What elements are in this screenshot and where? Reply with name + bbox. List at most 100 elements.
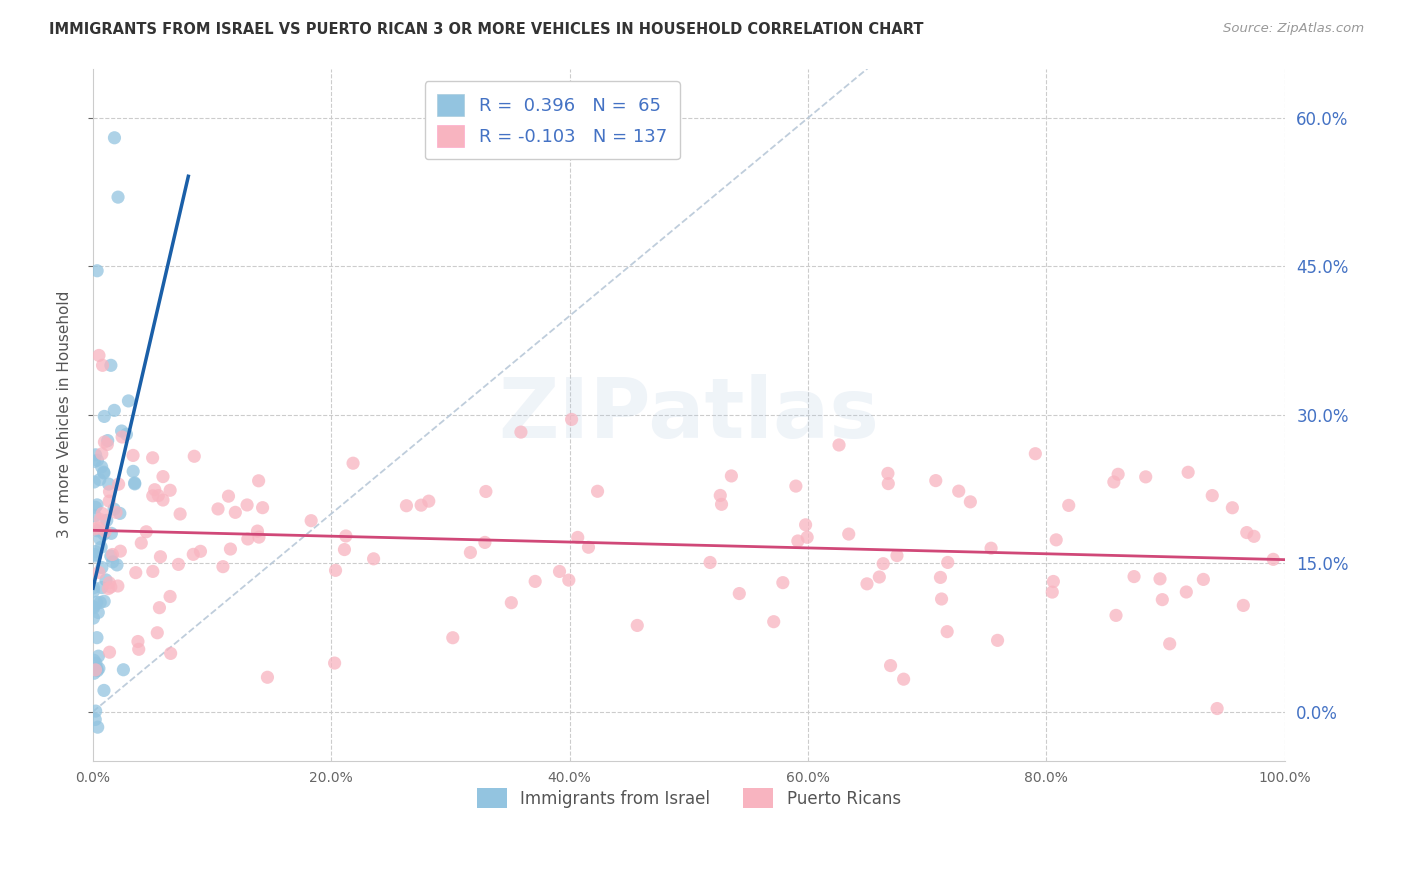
- Point: [84, 663, 107, 677]
- Point: [1206, 701, 1229, 715]
- Point: [728, 586, 751, 600]
- Point: [112, 663, 135, 677]
- Point: [83, 666, 105, 681]
- Point: [100, 526, 122, 541]
- Point: [87, 566, 110, 580]
- Point: [90, 560, 112, 574]
- Point: [868, 570, 890, 584]
- Point: [1135, 470, 1157, 484]
- Point: [1102, 475, 1125, 489]
- Point: [159, 647, 181, 661]
- Point: [224, 505, 246, 519]
- Point: [335, 529, 357, 543]
- Point: [97, 434, 120, 448]
- Point: [84, 448, 107, 462]
- Point: [893, 672, 915, 686]
- Point: [181, 547, 204, 561]
- Point: [152, 493, 174, 508]
- Point: [129, 536, 152, 550]
- Point: [117, 393, 139, 408]
- Point: [98, 484, 121, 499]
- Point: [796, 530, 818, 544]
- Point: [1107, 467, 1129, 482]
- Point: [474, 535, 496, 549]
- Point: [959, 495, 981, 509]
- Point: [190, 544, 212, 558]
- Point: [509, 425, 531, 439]
- Point: [1177, 465, 1199, 479]
- Point: [115, 427, 138, 442]
- Point: [159, 483, 181, 498]
- Point: [872, 557, 894, 571]
- Point: [256, 670, 278, 684]
- Point: [89, 595, 111, 609]
- Point: [207, 502, 229, 516]
- Point: [936, 556, 959, 570]
- Point: [925, 474, 948, 488]
- Point: [97, 477, 120, 491]
- Point: [105, 505, 128, 519]
- Text: Source: ZipAtlas.com: Source: ZipAtlas.com: [1223, 22, 1364, 36]
- Point: [1024, 447, 1046, 461]
- Point: [108, 507, 131, 521]
- Point: [105, 558, 128, 572]
- Point: [762, 615, 785, 629]
- Point: [86, 264, 108, 278]
- Point: [83, 584, 105, 599]
- Point: [219, 542, 242, 557]
- Point: [1159, 637, 1181, 651]
- Point: [122, 449, 145, 463]
- Point: [83, 600, 105, 615]
- Point: [236, 532, 259, 546]
- Point: [1105, 608, 1128, 623]
- Point: [212, 559, 235, 574]
- Point: [103, 130, 125, 145]
- Point: [107, 190, 129, 204]
- Point: [567, 530, 589, 544]
- Point: [886, 549, 908, 563]
- Point: [183, 450, 205, 464]
- Point: [110, 424, 132, 438]
- Point: [159, 590, 181, 604]
- Point: [93, 683, 115, 698]
- Point: [548, 565, 571, 579]
- Point: [98, 645, 121, 659]
- Point: [111, 430, 134, 444]
- Point: [152, 469, 174, 483]
- Point: [1045, 533, 1067, 547]
- Point: [143, 483, 166, 497]
- Point: [96, 513, 118, 527]
- Point: [127, 634, 149, 648]
- Point: [828, 438, 851, 452]
- Point: [252, 500, 274, 515]
- Point: [103, 502, 125, 516]
- Point: [98, 494, 121, 508]
- Point: [135, 524, 157, 539]
- Point: [772, 575, 794, 590]
- Y-axis label: 3 or more Vehicles in Household: 3 or more Vehicles in Household: [58, 291, 72, 539]
- Point: [325, 563, 347, 577]
- Point: [342, 456, 364, 470]
- Point: [524, 574, 547, 589]
- Point: [148, 600, 170, 615]
- Point: [1243, 529, 1265, 543]
- Point: [91, 507, 114, 521]
- Point: [86, 524, 108, 538]
- Point: [124, 476, 146, 491]
- Text: ZIPatlas: ZIPatlas: [498, 375, 879, 455]
- Point: [948, 484, 970, 499]
- Point: [1042, 574, 1064, 589]
- Point: [107, 477, 129, 491]
- Point: [93, 466, 115, 480]
- Point: [86, 453, 108, 467]
- Point: [1263, 552, 1285, 566]
- Point: [83, 522, 105, 536]
- Point: [247, 530, 270, 544]
- Point: [877, 467, 900, 481]
- Point: [128, 642, 150, 657]
- Point: [247, 474, 270, 488]
- Point: [84, 704, 107, 718]
- Point: [1236, 525, 1258, 540]
- Point: [100, 580, 122, 594]
- Point: [87, 521, 110, 535]
